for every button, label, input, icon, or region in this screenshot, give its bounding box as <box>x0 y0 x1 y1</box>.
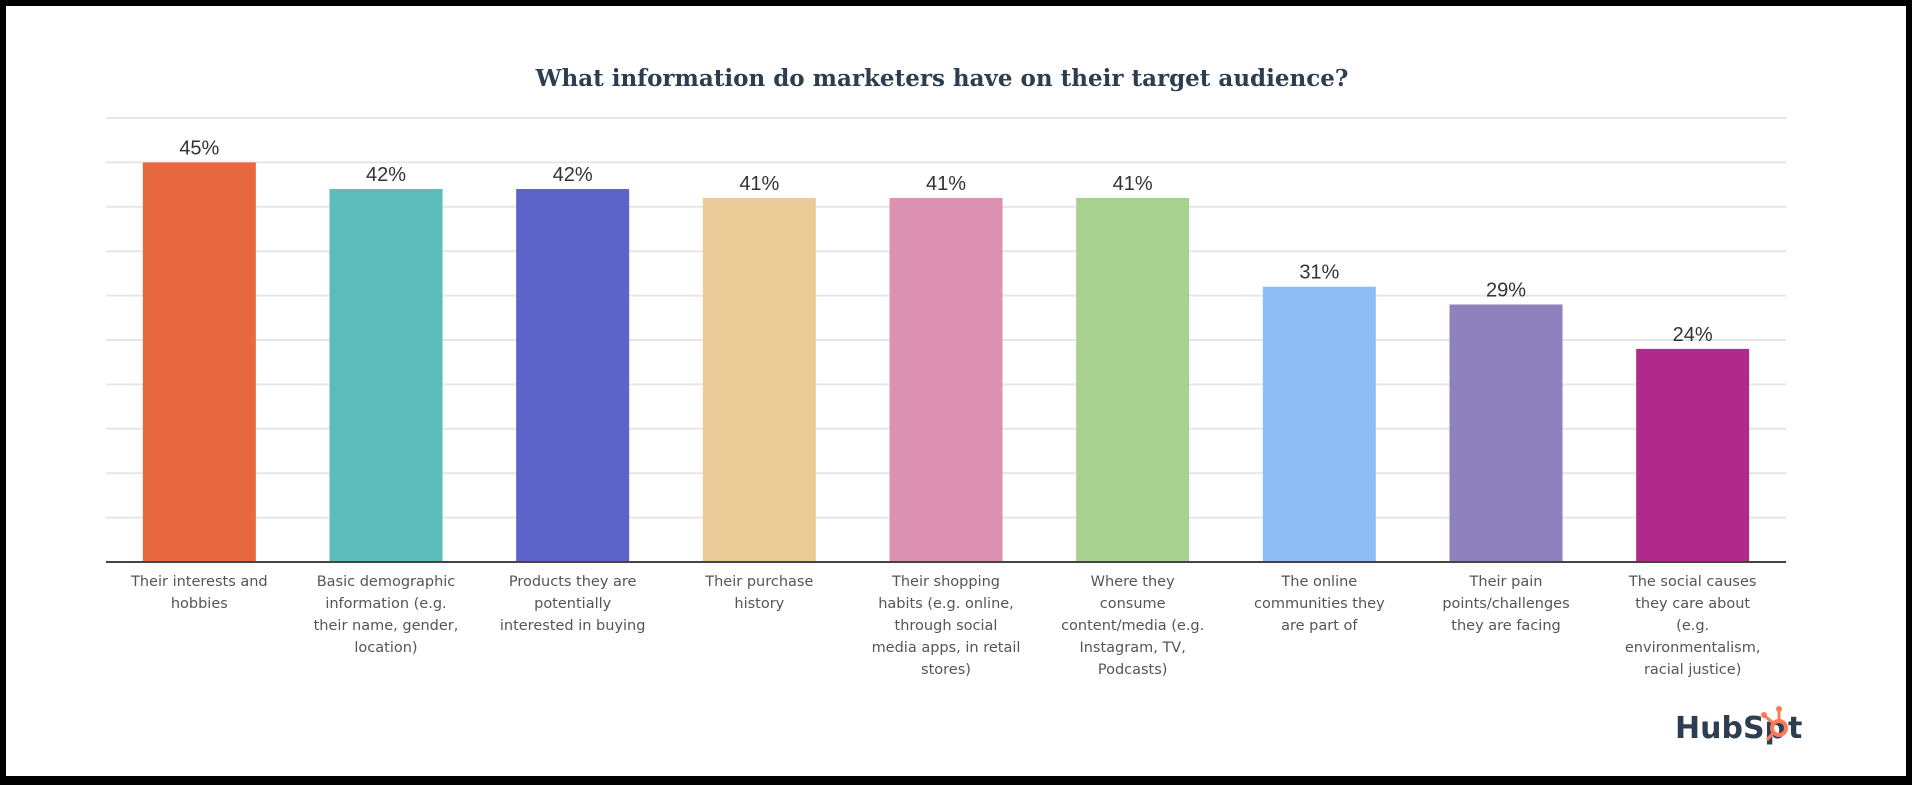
logo-text-hubsp: HubSp <box>1675 711 1786 746</box>
x-tick-label: interested in buying <box>500 618 646 634</box>
x-tick-label: Products they are <box>509 574 637 590</box>
x-tick-label: stores) <box>921 662 971 678</box>
x-tick-label: Instagram, TV, <box>1079 640 1185 656</box>
x-tick-label: Basic demographic <box>317 574 456 590</box>
bars <box>142 162 1750 563</box>
chart-title: What information do marketers have on th… <box>535 65 1349 92</box>
x-tick-label: consume <box>1100 596 1166 612</box>
x-tick-label: racial justice) <box>1644 662 1741 678</box>
x-tick-label: content/media (e.g. <box>1061 618 1204 634</box>
bar <box>142 162 256 562</box>
x-tick-label: Their shopping <box>891 574 1000 590</box>
data-label: 41% <box>926 173 966 195</box>
bar <box>1636 348 1750 562</box>
logo-text-t: t <box>1788 711 1802 746</box>
x-tick-label: they are facing <box>1451 618 1560 634</box>
x-tick-label: Their purchase <box>704 574 813 590</box>
data-labels: 45% 42% 42% 41% 41% 41% 31% 29% 24% <box>179 137 1713 345</box>
x-tick-label: points/challenges <box>1442 596 1569 612</box>
data-label: 42% <box>553 164 593 186</box>
bar <box>516 189 630 563</box>
bar <box>1449 304 1563 562</box>
bar <box>329 189 443 563</box>
x-axis-labels: Their interests and hobbies Basic demograp… <box>130 574 1760 678</box>
x-tick-label: are part of <box>1281 618 1358 634</box>
bar <box>1076 197 1190 563</box>
bar <box>702 197 816 563</box>
data-label: 31% <box>1299 262 1339 284</box>
x-tick-label: Their pain <box>1469 574 1543 590</box>
x-tick-label: environmentalism, <box>1625 640 1761 656</box>
x-tick-label: media apps, in retail <box>872 640 1021 656</box>
x-tick-label: Where they <box>1091 574 1175 590</box>
x-tick-label: through social <box>895 618 998 634</box>
x-tick-label: information (e.g. <box>325 596 446 612</box>
x-tick-label: communities they <box>1254 596 1385 612</box>
data-label: 42% <box>366 164 406 186</box>
bar <box>889 197 1003 563</box>
x-tick-label: Podcasts) <box>1098 662 1168 678</box>
data-label: 29% <box>1486 279 1526 301</box>
bar <box>1262 286 1376 562</box>
x-tick-label: they care about <box>1635 596 1750 612</box>
x-tick-label: (e.g. <box>1676 618 1709 634</box>
x-tick-label: history <box>734 596 784 612</box>
x-tick-label: their name, gender, <box>314 618 459 634</box>
data-label: 24% <box>1673 324 1713 346</box>
data-label: 45% <box>179 137 219 159</box>
x-tick-label: The social causes <box>1628 574 1757 590</box>
x-tick-label: hobbies <box>171 596 228 612</box>
x-tick-label: potentially <box>534 596 612 612</box>
x-tick-label: habits (e.g. online, <box>878 596 1014 612</box>
x-tick-label: Their interests and <box>130 574 268 590</box>
chart-frame: What information do marketers have on th… <box>6 6 1906 776</box>
x-tick-label: location) <box>354 640 417 656</box>
hubspot-logo: HubSp t <box>1675 706 1802 746</box>
data-label: 41% <box>739 173 779 195</box>
x-tick-label: The online <box>1280 574 1357 590</box>
bar-chart: What information do marketers have on th… <box>106 65 1802 746</box>
data-label: 41% <box>1113 173 1153 195</box>
